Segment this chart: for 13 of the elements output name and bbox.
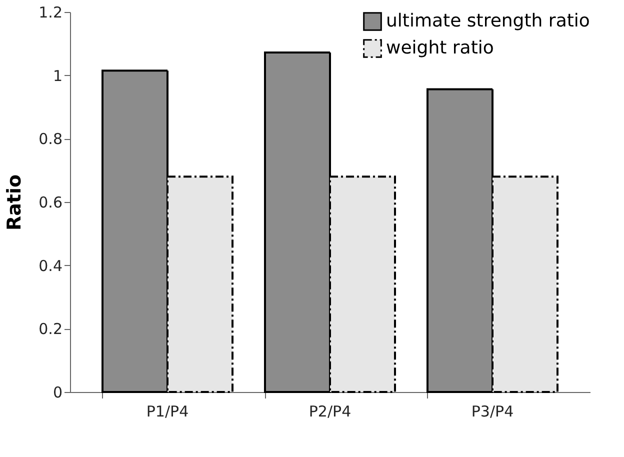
y-tick-label: 1.2 <box>38 4 62 22</box>
x-tick-label: P2/P4 <box>308 402 352 420</box>
legend-label: ultimate strength ratio <box>386 10 590 32</box>
legend-label: weight ratio <box>386 38 494 58</box>
y-tick-label: 0 <box>52 384 62 402</box>
x-tick-label: P1/P4 <box>146 402 189 420</box>
y-tick-label: 0.6 <box>38 194 62 212</box>
y-tick-label: 0.2 <box>38 320 62 338</box>
y-tick-label: 1 <box>52 66 62 85</box>
y-tick-label: 0.8 <box>38 130 62 148</box>
x-tick-label: P3/P4 <box>471 402 514 420</box>
y-axis-title: Ratio <box>4 174 26 231</box>
y-tick-label: 0.4 <box>38 256 62 275</box>
